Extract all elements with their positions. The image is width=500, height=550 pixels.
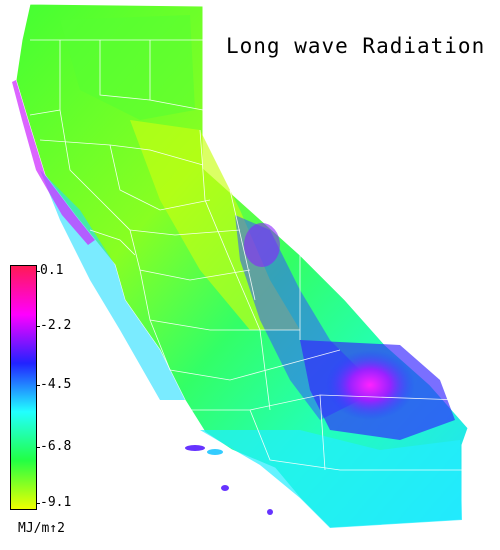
island [267,509,273,515]
owens-valley-spot [244,223,280,267]
map-title: Long wave Radiation [226,34,486,58]
south-cyan-region [200,430,462,528]
legend-tick-label: -9.1 [35,495,72,510]
island [185,445,205,451]
legend-tick-label: -6.8 [35,439,72,454]
island [221,485,229,491]
county-boundaries [29,39,462,471]
legend-unit-label: MJ/m↑2 [18,521,65,536]
legend-tick-label: -2.2 [35,318,72,333]
legend-tick-label: 0.1 [35,263,64,278]
coastal-fringe [12,80,95,245]
island [207,449,223,455]
legend-tick-label: -4.5 [35,377,72,392]
legend-color-bar [10,265,37,510]
desert-hot-spot [325,350,415,420]
north-green-region [60,15,195,120]
